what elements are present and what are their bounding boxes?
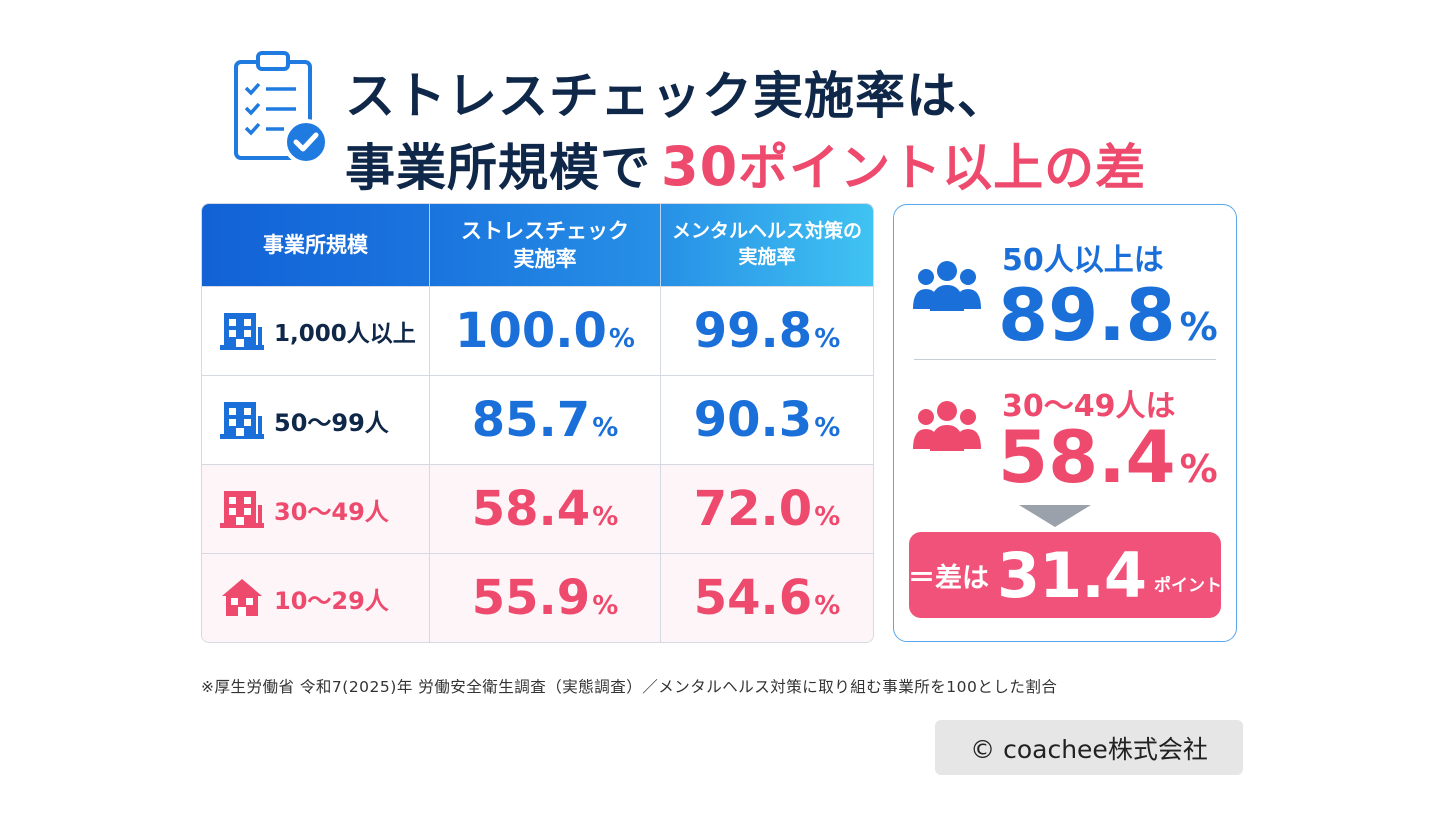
cell-mental-health-value: 72.0%	[693, 481, 841, 537]
summary-panel: 50人以上は 89.8% 30～49人は 58.4% ＝差は 31.4 ポイント	[893, 204, 1237, 642]
summary-group2-label: 30～49人は	[1002, 389, 1176, 424]
people-group-icon	[913, 401, 981, 451]
cell-mental-health-value: 54.6%	[693, 570, 841, 626]
office-building-icon	[220, 491, 264, 528]
title-highlight-number: 30	[661, 135, 739, 198]
summary-divider	[914, 359, 1216, 360]
cell-stress-check-value: 58.4%	[471, 481, 619, 537]
comparison-table: 事業所規模 ストレスチェック 実施率 メンタルヘルス対策の 実施率 1,000人…	[201, 203, 874, 643]
cell-mental-health-value: 99.8%	[693, 303, 841, 359]
page-title-line-1: ストレスチェック実施率は、	[345, 67, 1008, 125]
copyright-badge: © coachee株式会社	[935, 720, 1243, 775]
title-highlight-text: ポイント以上の差	[738, 139, 1147, 197]
summary-group1-label: 50人以上は	[1002, 243, 1164, 278]
people-group-icon	[913, 261, 981, 311]
difference-unit: ポイント	[1154, 576, 1222, 596]
category-label: 10～29人	[274, 586, 389, 615]
cell-stress-check-value: 55.9%	[471, 570, 619, 626]
title-prefix: 事業所規模で	[345, 139, 651, 197]
cell-category: 10～29人	[202, 553, 430, 642]
summary-group1-value: 89.8%	[998, 273, 1218, 357]
clipboard-checklist-icon	[234, 51, 329, 165]
cell-stress-check-value: 100.0%	[455, 303, 635, 359]
category-label: 50～99人	[274, 408, 389, 437]
column-header-stress-check: ストレスチェック 実施率	[430, 204, 661, 286]
difference-value: 31.4	[997, 538, 1147, 612]
column-header-mental-health: メンタルヘルス対策の 実施率	[661, 204, 873, 286]
cell-mental-health-value: 90.3%	[693, 392, 841, 448]
page-title-line-2: 事業所規模で 30ポイント以上の差	[345, 128, 1146, 200]
summary-group2-value: 58.4%	[998, 415, 1218, 499]
cell-stress-check: 100.0%	[430, 286, 661, 375]
title-highlight: 30ポイント以上の差	[661, 135, 1147, 198]
office-building-icon	[220, 402, 264, 439]
cell-stress-check: 55.9%	[430, 553, 661, 642]
house-icon	[222, 579, 262, 616]
category-label: 1,000人以上	[274, 321, 416, 347]
cell-mental-health: 90.3%	[661, 375, 873, 464]
cell-stress-check: 85.7%	[430, 375, 661, 464]
difference-badge: ＝差は 31.4 ポイント	[908, 532, 1222, 618]
cell-category: 1,000人以上	[202, 286, 430, 375]
cell-mental-health: 72.0%	[661, 464, 873, 553]
source-note: ※厚生労働省 令和7(2025)年 労働安全衛生調査（実態調査）／メンタルヘルス…	[201, 678, 1058, 696]
office-building-icon	[220, 313, 264, 350]
cell-mental-health: 54.6%	[661, 553, 873, 642]
arrow-down-icon	[1019, 505, 1091, 527]
cell-stress-check-value: 85.7%	[471, 392, 619, 448]
column-header-size: 事業所規模	[202, 204, 430, 286]
cell-category: 50～99人	[202, 375, 430, 464]
cell-mental-health: 99.8%	[661, 286, 873, 375]
cell-category: 30～49人	[202, 464, 430, 553]
category-label: 30～49人	[274, 497, 389, 526]
difference-prefix: ＝差は	[908, 562, 990, 594]
cell-stress-check: 58.4%	[430, 464, 661, 553]
